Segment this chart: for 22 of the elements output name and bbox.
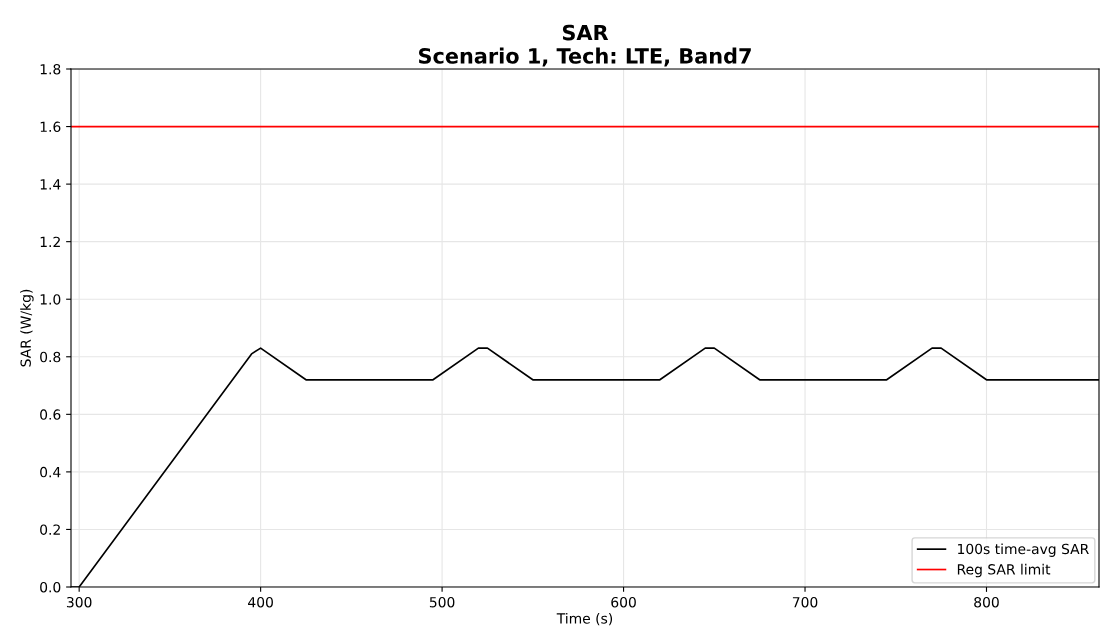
y-tick-label: 1.0 (40, 294, 61, 305)
x-tick-label: 500 (429, 596, 455, 608)
x-tick-label: 600 (611, 596, 636, 608)
y-tick-label: 1.2 (40, 236, 60, 247)
y-tick-label: 1.4 (40, 179, 61, 190)
x-tick-label: 300 (66, 596, 92, 608)
x-tick-label: 800 (974, 596, 999, 608)
x-tick-label: 700 (792, 596, 818, 608)
y-tick-label: 0.4 (40, 466, 61, 478)
legend-label: Reg SAR limit (957, 563, 1051, 578)
x-tick-label: 400 (248, 596, 273, 608)
chart-subtitle: Scenario 1, Tech: LTE, Band7 (419, 47, 751, 67)
y-tick-label: 1.6 (40, 121, 61, 133)
y-axis-title: SAR (W/kg) (20, 289, 34, 367)
y-tick-label: 1.8 (40, 63, 61, 75)
y-tick-label: 0.8 (40, 351, 61, 363)
chart-title: SAR (562, 24, 609, 41)
y-tick-label: 0.2 (40, 524, 60, 535)
y-tick-label: 0.0 (40, 581, 61, 593)
legend-label: 100s time-avg SAR (958, 543, 1089, 557)
y-tick-label: 0.6 (40, 409, 61, 420)
x-axis-title: Time (s) (556, 612, 613, 626)
